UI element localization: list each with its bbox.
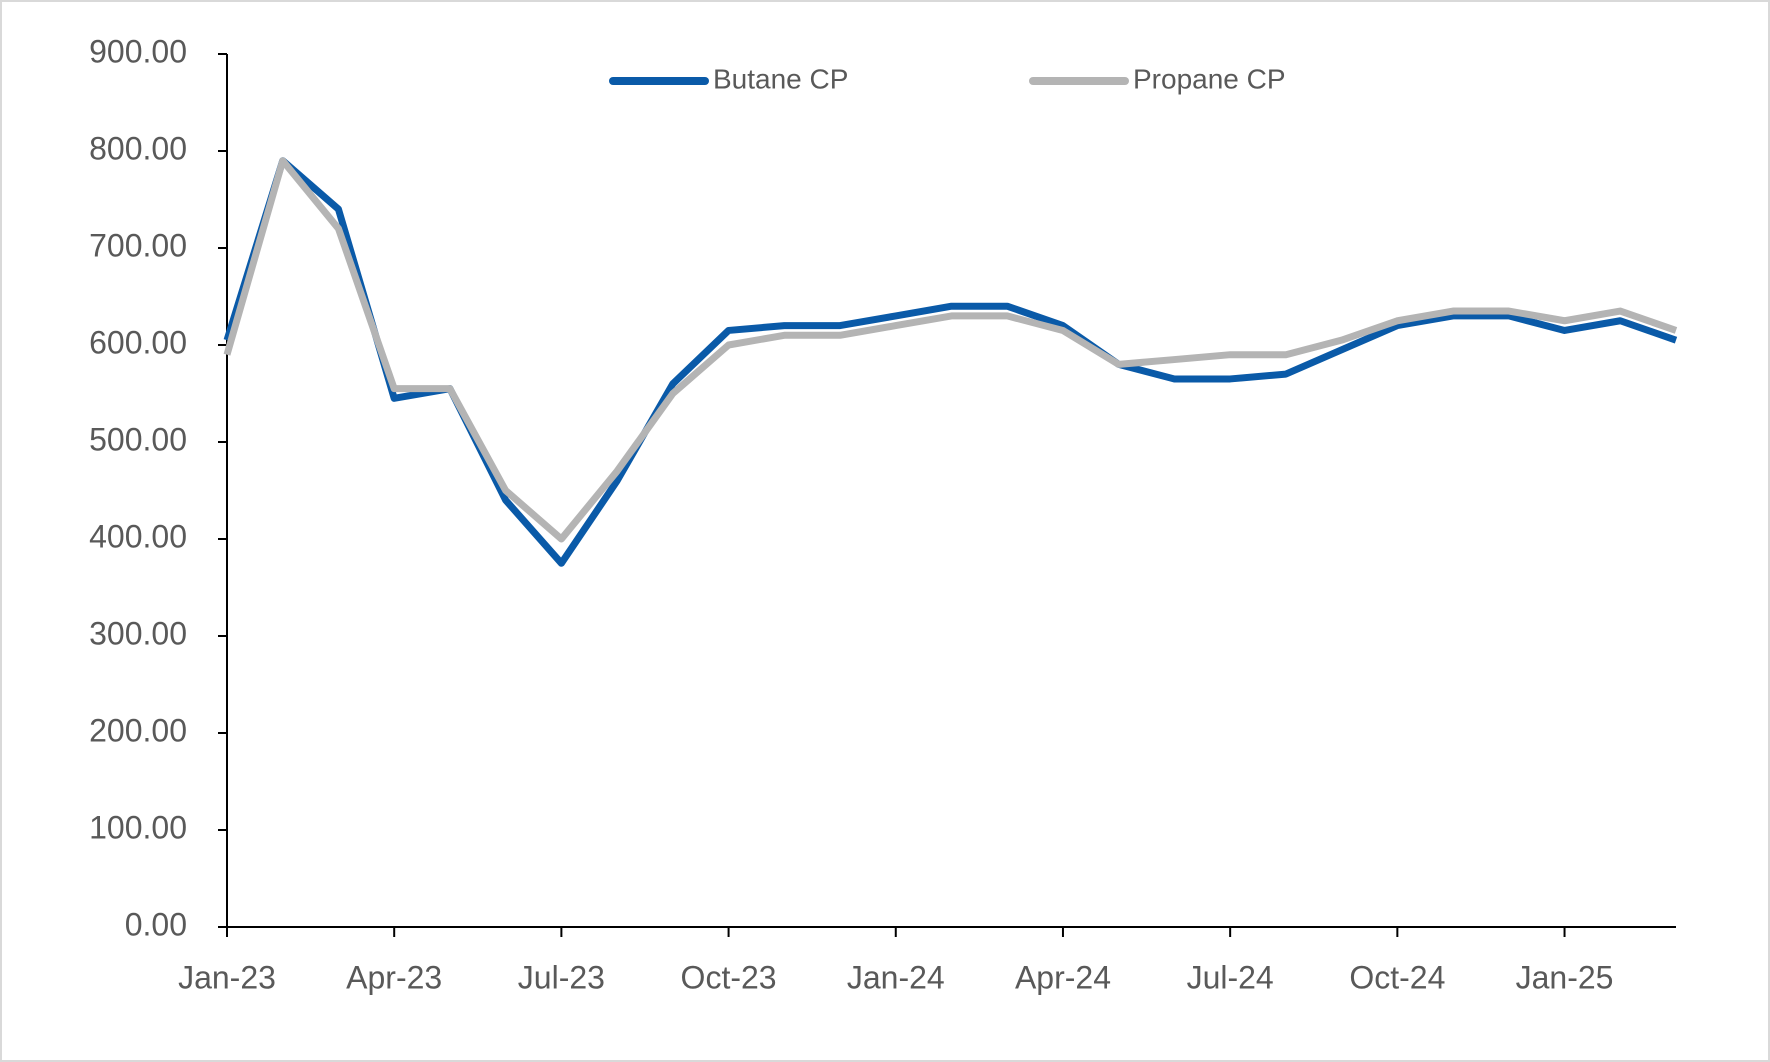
y-tick-label: 100.00 <box>89 809 187 845</box>
x-tick-label: Apr-24 <box>1015 959 1111 995</box>
y-tick-label: 500.00 <box>89 421 187 457</box>
y-tick-label: 200.00 <box>89 712 187 748</box>
y-tick-label: 400.00 <box>89 518 187 554</box>
x-tick-label: Jul-24 <box>1187 959 1274 995</box>
y-tick-label: 0.00 <box>125 906 187 942</box>
legend-label: Butane CP <box>713 63 848 94</box>
y-tick-label: 600.00 <box>89 324 187 360</box>
x-tick-label: Jul-23 <box>518 959 605 995</box>
x-tick-label: Jan-24 <box>847 959 945 995</box>
x-tick-label: Apr-23 <box>346 959 442 995</box>
y-tick-label: 300.00 <box>89 615 187 651</box>
y-tick-label: 800.00 <box>89 130 187 166</box>
legend-label: Propane CP <box>1133 63 1286 94</box>
y-tick-label: 700.00 <box>89 227 187 263</box>
y-tick-label: 900.00 <box>89 33 187 69</box>
x-tick-label: Jan-23 <box>178 959 276 995</box>
x-tick-label: Jan-25 <box>1516 959 1614 995</box>
x-tick-label: Oct-23 <box>681 959 777 995</box>
series-line <box>223 157 1678 543</box>
x-tick-label: Oct-24 <box>1349 959 1445 995</box>
